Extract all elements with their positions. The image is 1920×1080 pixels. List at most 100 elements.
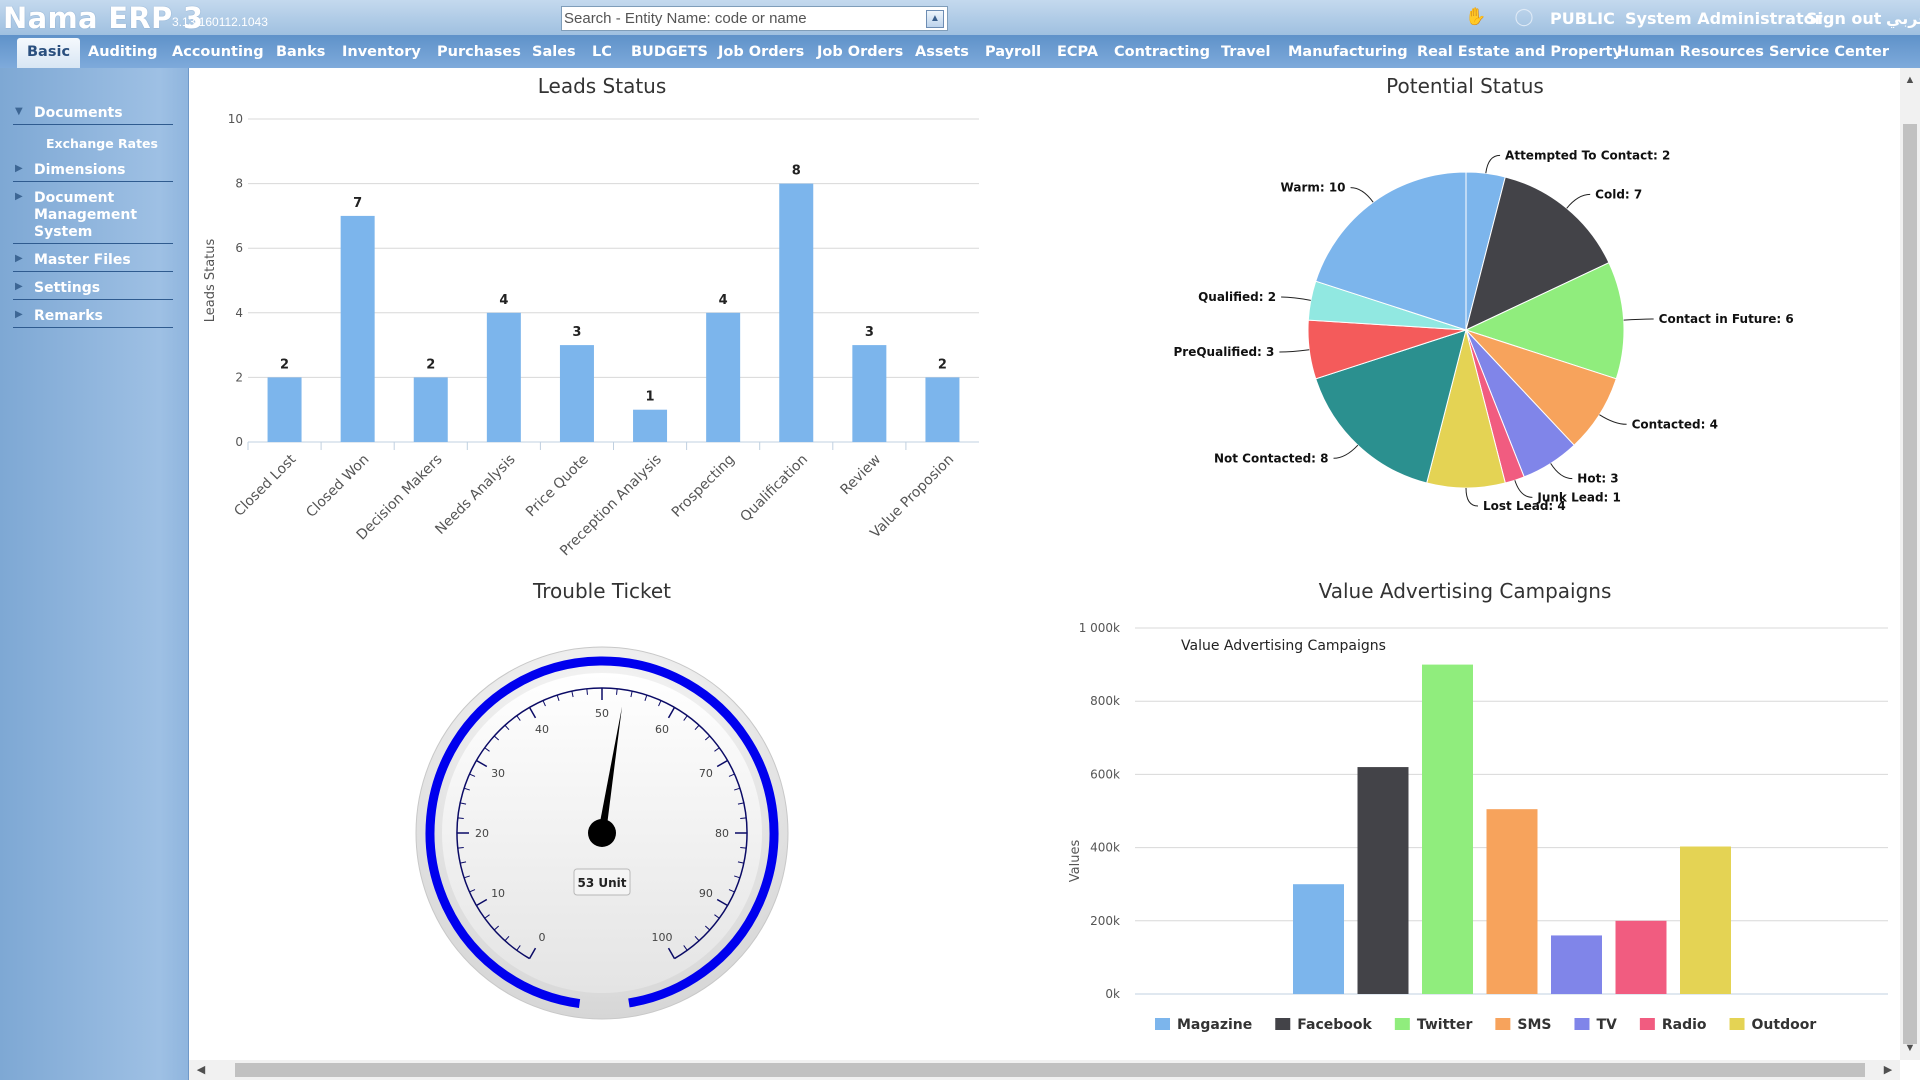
gauge-minor-tick bbox=[457, 847, 464, 849]
sidebar-group-settings[interactable]: ▶ Settings bbox=[13, 280, 173, 300]
pie-data-label: Contact in Future: 6 bbox=[1659, 312, 1794, 326]
legend-swatch bbox=[1639, 1018, 1655, 1030]
menu-item-human-resources[interactable]: Human Resources bbox=[1617, 44, 1764, 60]
top-header: Nama ERP 3 3.13.160112.1043 ▲ ✋ ◯ PUBLIC… bbox=[0, 0, 1920, 35]
menu-item-lc[interactable]: LC bbox=[592, 44, 612, 60]
gauge-minor-tick bbox=[704, 735, 711, 741]
sidebar-group-dimensions[interactable]: ▶ Dimensions bbox=[13, 162, 173, 182]
gauge-tick-label: 70 bbox=[699, 767, 713, 780]
menu-item-basic[interactable]: Basic bbox=[17, 38, 81, 68]
menu-item-budgets[interactable]: BUDGETS bbox=[631, 44, 709, 60]
app-title: Nama ERP 3 bbox=[3, 1, 204, 35]
menu-item-purchases[interactable]: Purchases bbox=[437, 44, 521, 60]
data-label: 3 bbox=[865, 325, 874, 340]
sidebar-group-documents[interactable]: ▼ Documents bbox=[13, 105, 173, 125]
menu-item-payroll[interactable]: Payroll bbox=[985, 44, 1042, 60]
menu-item-real-estate[interactable]: Real Estate and Property bbox=[1417, 44, 1622, 60]
collapsed-arrow-icon: ▶ bbox=[15, 163, 23, 174]
gauge-minor-tick bbox=[704, 925, 711, 931]
sidebar-group-remarks[interactable]: ▶ Remarks bbox=[13, 308, 173, 328]
menu-item-service-center[interactable]: Service Center bbox=[1769, 44, 1890, 60]
x-tick-label: Closed Won bbox=[303, 452, 372, 521]
gauge-minor-tick bbox=[734, 787, 741, 791]
menu-item-inventory[interactable]: Inventory bbox=[342, 44, 421, 60]
sidebar-group-master-files[interactable]: ▶ Master Files bbox=[13, 252, 173, 272]
menu-item-ecpa[interactable]: ECPA bbox=[1057, 44, 1099, 60]
menu-item-contracting[interactable]: Contracting bbox=[1114, 44, 1210, 60]
pie-connector bbox=[1623, 318, 1654, 321]
menu-item-banks[interactable]: Banks bbox=[276, 44, 326, 60]
gauge-major-tick bbox=[528, 947, 537, 959]
legend-swatch bbox=[1394, 1018, 1410, 1030]
sidebar-group-document-management[interactable]: ▶ Document Management System bbox=[13, 190, 173, 244]
menu-item-job-orders-1[interactable]: Job Orders bbox=[718, 44, 805, 60]
legend-swatch bbox=[1275, 1018, 1291, 1030]
help-bubble-icon[interactable]: ◯ bbox=[1514, 7, 1534, 26]
gauge-tick-label: 100 bbox=[652, 931, 673, 944]
collapsed-arrow-icon: ▶ bbox=[15, 309, 23, 320]
menu-item-assets[interactable]: Assets bbox=[915, 44, 969, 60]
bar bbox=[413, 377, 448, 442]
scroll-down-icon[interactable]: ▼ bbox=[1904, 1042, 1916, 1054]
potential-status-panel: Potential Status Attempted To Contact: 2… bbox=[1050, 68, 1900, 558]
menu-item-sales[interactable]: Sales bbox=[532, 44, 576, 60]
vertical-scroll-thumb[interactable] bbox=[1903, 124, 1917, 1044]
bar bbox=[1422, 664, 1473, 994]
bar bbox=[852, 345, 887, 442]
y-tick-label: 8 bbox=[235, 177, 243, 191]
bar bbox=[340, 215, 375, 442]
bar bbox=[486, 312, 521, 442]
pie-data-label: Cold: 7 bbox=[1595, 187, 1642, 201]
scroll-right-icon[interactable]: ▶ bbox=[1883, 1064, 1893, 1076]
scroll-left-icon[interactable]: ◀ bbox=[196, 1064, 206, 1076]
leads-status-panel: Leads Status 0 2 4 6 8 10 Leads Status 2 Closed … bbox=[190, 68, 1050, 558]
legend-item: Magazine bbox=[1177, 1017, 1252, 1033]
y-axis-label: Leads Status bbox=[203, 238, 218, 322]
entity-search-input[interactable] bbox=[564, 9, 914, 28]
collapsed-arrow-icon: ▶ bbox=[15, 191, 23, 202]
menu-item-auditing[interactable]: Auditing bbox=[88, 44, 158, 60]
pie-slice bbox=[1315, 171, 1467, 331]
legend-item: Twitter bbox=[1417, 1017, 1473, 1033]
y-tick-label: 0k bbox=[1105, 987, 1120, 1001]
horizontal-scroll-thumb[interactable] bbox=[235, 1063, 1865, 1077]
pie-data-label: Attempted To Contact: 2 bbox=[1505, 148, 1670, 162]
menu-item-manufacturing[interactable]: Manufacturing bbox=[1288, 44, 1408, 60]
sidebar-group-label: Master Files bbox=[34, 252, 131, 268]
pie-connector bbox=[1485, 154, 1501, 174]
sidebar-group-label: Dimensions bbox=[34, 162, 126, 178]
horizontal-scrollbar[interactable]: ◀ ▶ bbox=[189, 1060, 1900, 1080]
gauge-needle bbox=[598, 706, 623, 834]
pie-connector bbox=[1279, 349, 1310, 353]
scroll-up-icon[interactable]: ▲ bbox=[1904, 74, 1916, 86]
x-tick-label: Review bbox=[838, 452, 885, 499]
public-label[interactable]: PUBLIC bbox=[1550, 9, 1615, 28]
data-label: 2 bbox=[280, 357, 289, 372]
data-label: 4 bbox=[719, 293, 728, 308]
vertical-scrollbar[interactable]: ▲ ▼ bbox=[1900, 68, 1920, 1060]
x-tick-label: Price Quote bbox=[523, 452, 592, 521]
bar bbox=[559, 345, 594, 442]
bar bbox=[1486, 809, 1538, 994]
legend-item: Facebook bbox=[1297, 1017, 1372, 1033]
gauge-major-tick bbox=[667, 707, 676, 719]
language-switch-link[interactable]: عربي bbox=[1886, 9, 1920, 28]
user-name-link[interactable]: System Administrator bbox=[1625, 9, 1823, 28]
sidebar: ▼ Documents Exchange Rates ▶ Dimensions … bbox=[0, 68, 189, 1080]
menu-item-travel[interactable]: Travel bbox=[1221, 44, 1271, 60]
gauge-minor-tick bbox=[460, 802, 467, 805]
menu-item-accounting[interactable]: Accounting bbox=[172, 44, 264, 60]
gauge-minor-tick bbox=[463, 875, 470, 879]
search-options-icon[interactable]: ▲ bbox=[926, 10, 944, 28]
pie-data-label: Contacted: 4 bbox=[1632, 417, 1718, 431]
gauge-minor-tick bbox=[571, 691, 574, 698]
sidebar-item-exchange-rates[interactable]: Exchange Rates bbox=[46, 136, 158, 151]
menu-item-job-orders-2[interactable]: Job Orders bbox=[817, 44, 904, 60]
thumbs-up-icon[interactable]: ✋ bbox=[1465, 7, 1487, 26]
gauge-minor-tick bbox=[469, 889, 476, 893]
expanded-arrow-icon: ▼ bbox=[15, 106, 23, 117]
sign-out-link[interactable]: Sign out bbox=[1806, 9, 1882, 28]
gauge-minor-tick bbox=[586, 688, 588, 695]
gauge-minor-tick bbox=[658, 700, 662, 707]
trouble-ticket-title: Trouble Ticket bbox=[532, 579, 672, 603]
